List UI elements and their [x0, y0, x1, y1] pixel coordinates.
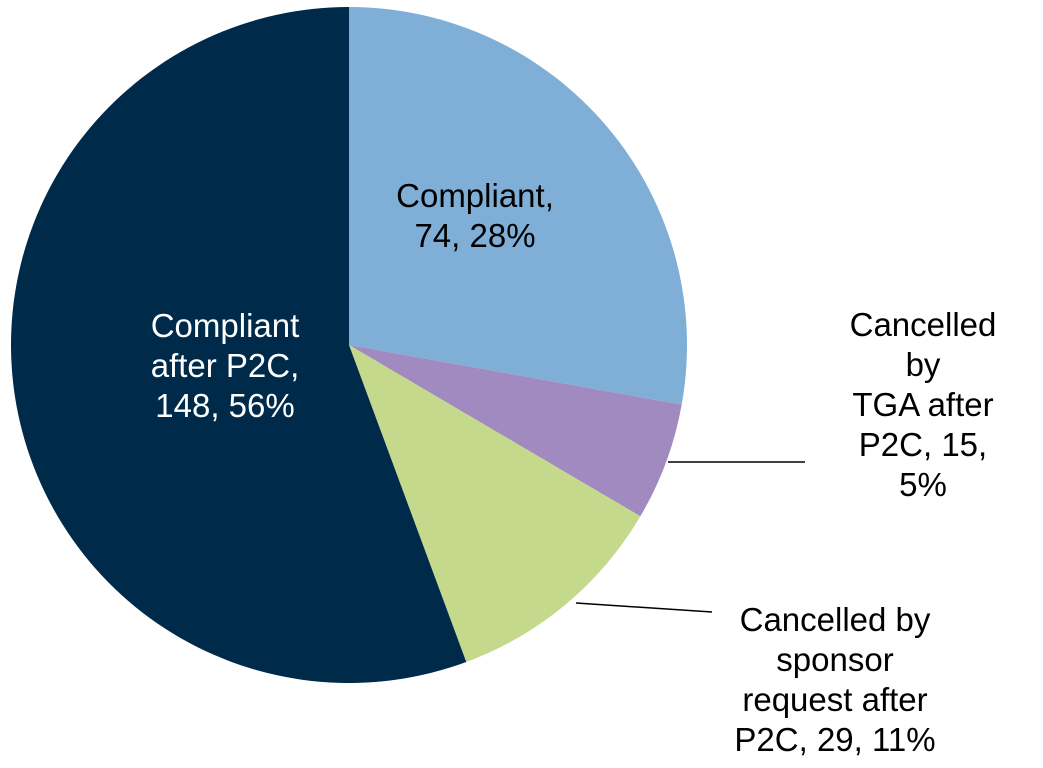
data-label: Cancelled by sponsor request after P2C, …: [734, 601, 936, 758]
data-label: Compliant after P2C, 148, 56%: [150, 307, 300, 424]
pie-slice: [349, 345, 641, 663]
data-label: Compliant, 74, 28%: [396, 177, 554, 254]
pie: [11, 7, 687, 683]
leader-line: [575, 602, 713, 613]
pie-slice: [349, 345, 682, 517]
pie-slice: [11, 7, 467, 683]
data-label: Cancelled by TGA after P2C, 15, 5%: [849, 306, 997, 503]
pie-slice: [349, 7, 687, 405]
